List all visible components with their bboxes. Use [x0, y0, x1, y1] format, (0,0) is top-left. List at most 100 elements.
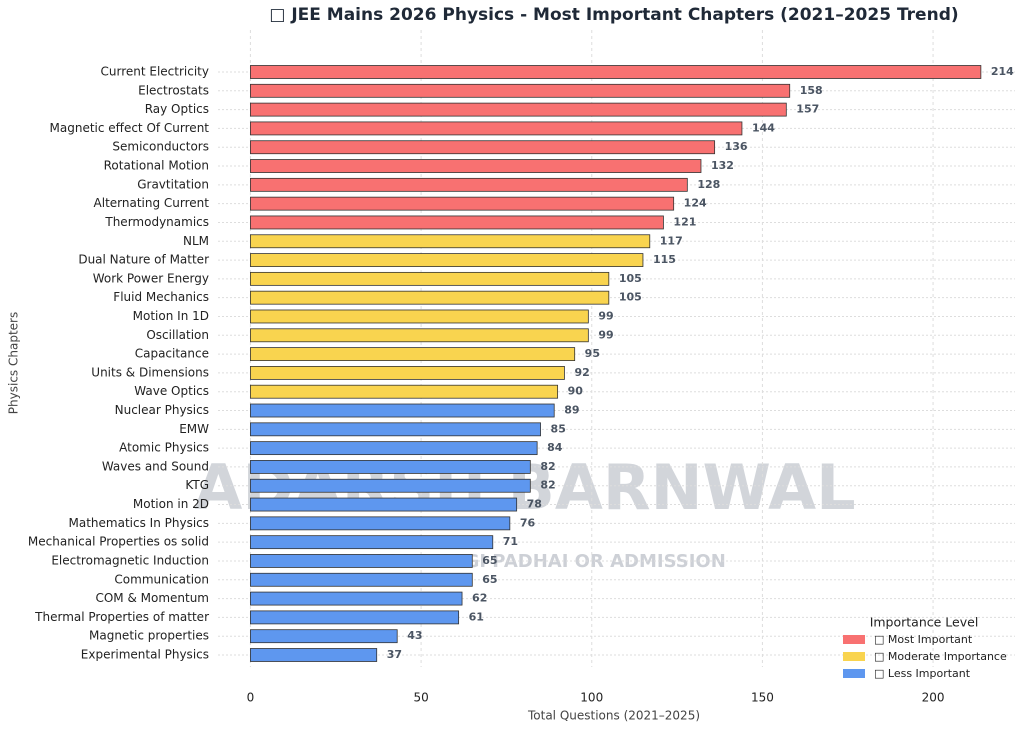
bar — [250, 497, 518, 512]
x-tick-label: 200 — [922, 691, 945, 705]
y-tick-label: Dual Nature of Matter — [78, 253, 209, 267]
bar — [250, 159, 702, 173]
x-tick-label: 100 — [580, 691, 603, 705]
chart-title: □ JEE Mains 2026 Physics - Most Importan… — [269, 5, 958, 25]
bar — [250, 591, 463, 606]
y-tick-label: KTG — [185, 478, 209, 492]
y-tick-label: Electrostats — [138, 83, 209, 97]
y-tick-label: NLM — [183, 234, 209, 248]
bar — [250, 121, 743, 136]
legend-swatch — [843, 635, 865, 644]
value-label: 115 — [653, 253, 676, 266]
bar — [250, 366, 565, 380]
value-label: 78 — [527, 498, 542, 511]
bar — [250, 177, 688, 192]
bar — [250, 83, 791, 98]
value-label: 82 — [540, 479, 555, 492]
value-label: 76 — [520, 516, 536, 529]
y-tick-label: Ray Optics — [145, 102, 209, 116]
bar — [250, 441, 538, 456]
y-axis-label: Physics Chapters — [7, 312, 21, 414]
bar — [250, 384, 559, 399]
y-tick-label: Magnetic effect Of Current — [50, 121, 210, 135]
value-label: 90 — [568, 385, 584, 398]
bar — [250, 347, 576, 361]
y-tick-label: Capacitance — [135, 347, 209, 361]
value-label: 85 — [551, 422, 566, 435]
value-label: 105 — [619, 272, 642, 285]
bar — [250, 422, 541, 437]
bar — [250, 65, 982, 79]
y-tick-label: Semiconductors — [112, 140, 209, 154]
bar — [250, 309, 589, 324]
value-label: 65 — [482, 573, 497, 586]
value-label: 144 — [752, 121, 775, 134]
bar — [250, 460, 531, 474]
y-tick-label: Mechanical Properties os solid — [28, 535, 209, 549]
y-tick-label: Wave Optics — [134, 384, 209, 398]
y-tick-label: Thermodynamics — [104, 215, 209, 229]
y-tick-label: Communication — [114, 572, 209, 586]
bar — [250, 253, 644, 267]
legend-label: □ Less Important — [874, 667, 971, 680]
value-label: 132 — [711, 159, 734, 172]
y-tick-label: Experimental Physics — [81, 648, 209, 662]
legend-label: □ Most Important — [874, 633, 973, 646]
y-tick-label: Work Power Energy — [93, 271, 209, 285]
y-tick-label: Units & Dimensions — [91, 365, 209, 379]
bar — [250, 554, 473, 568]
y-tick-label: Gravtitation — [137, 177, 209, 191]
bar — [250, 648, 378, 662]
legend-swatch — [843, 669, 865, 678]
bar — [250, 328, 589, 343]
y-tick-label: Thermal Properties of matter — [34, 610, 209, 624]
value-label: 82 — [540, 460, 555, 473]
value-label: 99 — [598, 328, 613, 341]
y-tick-label: Waves and Sound — [102, 459, 209, 473]
bar — [250, 234, 651, 249]
bar — [250, 102, 787, 117]
bar — [250, 403, 555, 418]
value-label: 124 — [684, 197, 707, 210]
value-label: 117 — [660, 234, 683, 247]
bar — [250, 535, 494, 550]
y-tick-label: COM & Momentum — [95, 591, 209, 605]
value-label: 121 — [673, 215, 696, 228]
y-tick-label: Motion in 2D — [133, 497, 209, 511]
value-label: 71 — [503, 535, 518, 548]
x-tick-label: 0 — [247, 691, 255, 705]
bar — [250, 478, 531, 493]
value-label: 214 — [991, 65, 1014, 78]
y-tick-label: Mathematics In Physics — [69, 516, 209, 530]
value-label: 136 — [725, 140, 748, 153]
y-tick-label: Fluid Mechanics — [113, 290, 209, 304]
bar — [250, 610, 460, 625]
y-tick-label: Alternating Current — [94, 196, 210, 210]
value-label: 128 — [697, 178, 720, 191]
value-label: 84 — [547, 441, 563, 454]
value-label: 157 — [796, 103, 819, 116]
bar — [250, 290, 610, 305]
bar — [250, 572, 473, 587]
bar — [250, 629, 398, 644]
x-tick-label: 150 — [751, 691, 774, 705]
legend-label: □ Moderate Importance — [874, 650, 1007, 663]
legend-swatch — [843, 652, 865, 661]
y-tick-label: Oscillation — [146, 328, 209, 342]
bar — [250, 140, 716, 155]
y-tick-label: Rotational Motion — [104, 159, 209, 173]
value-label: 92 — [574, 366, 589, 379]
value-label: 99 — [598, 309, 613, 322]
value-label: 105 — [619, 291, 642, 304]
bar — [250, 215, 664, 230]
value-label: 89 — [564, 404, 579, 417]
bar — [250, 271, 610, 286]
x-tick-label: 50 — [413, 691, 428, 705]
y-tick-label: Magnetic properties — [89, 629, 209, 643]
y-tick-label: Atomic Physics — [119, 441, 209, 455]
y-tick-label: Motion In 1D — [133, 309, 209, 323]
value-label: 37 — [387, 648, 402, 661]
y-tick-label: Current Electricity — [101, 65, 210, 79]
value-label: 158 — [800, 84, 823, 97]
